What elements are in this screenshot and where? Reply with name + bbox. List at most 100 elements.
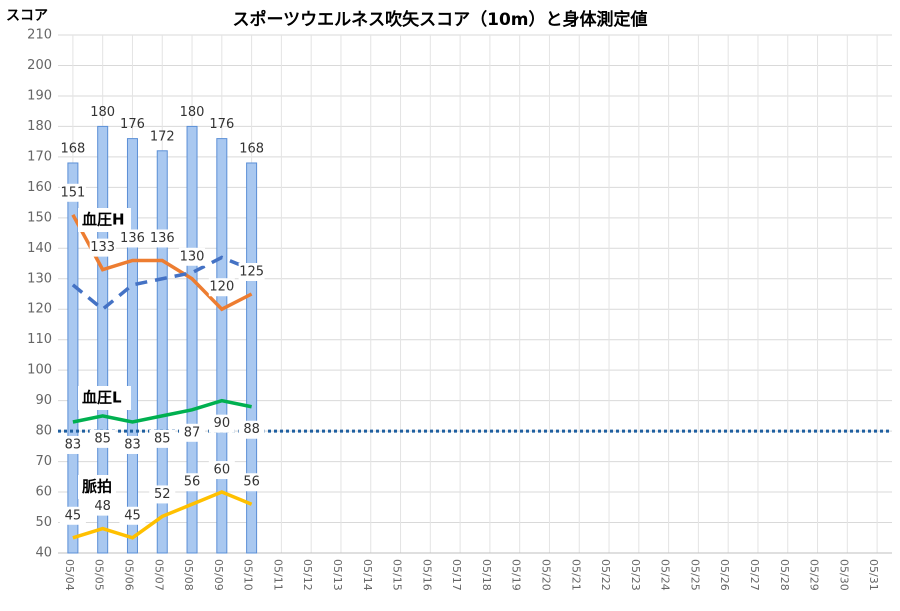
x-tick-label: 05/14 bbox=[361, 559, 374, 591]
x-tick-label: 05/29 bbox=[808, 559, 821, 591]
y-tick-label: 80 bbox=[35, 424, 52, 439]
y-tick-label: 50 bbox=[35, 515, 52, 530]
label-bg bbox=[238, 263, 265, 281]
label-bg bbox=[89, 497, 116, 516]
x-tick-label: 05/19 bbox=[510, 559, 523, 591]
line bbox=[72, 398, 252, 424]
data-label: 56 bbox=[243, 475, 260, 490]
y-tick-label: 210 bbox=[27, 28, 52, 43]
data-label: 88 bbox=[243, 422, 260, 437]
data-label: 151 bbox=[60, 185, 85, 200]
label-bg bbox=[89, 429, 116, 448]
x-tick-label: 05/12 bbox=[301, 559, 314, 591]
y-tick-label: 180 bbox=[27, 119, 52, 134]
label-bg bbox=[59, 435, 86, 454]
x-tick-label: 05/04 bbox=[63, 559, 76, 591]
label-bg bbox=[179, 473, 206, 492]
bar bbox=[156, 150, 168, 554]
data-label: 85 bbox=[94, 431, 111, 446]
data-label: 60 bbox=[214, 463, 231, 478]
bar bbox=[126, 138, 138, 554]
bar bbox=[97, 125, 109, 554]
data-label: 56 bbox=[184, 475, 201, 490]
data-label: 172 bbox=[150, 129, 175, 144]
data-label: 136 bbox=[120, 231, 145, 246]
x-tick-label: 05/20 bbox=[539, 559, 552, 591]
annotation-bg bbox=[78, 208, 131, 232]
x-tick-label: 05/22 bbox=[599, 559, 612, 591]
data-label: 125 bbox=[239, 265, 264, 280]
x-tick-label: 05/16 bbox=[420, 559, 433, 591]
x-tick-label: 05/15 bbox=[391, 559, 404, 591]
y-tick-label: 90 bbox=[35, 393, 52, 408]
label-bg bbox=[119, 435, 146, 454]
y-tick-label: 110 bbox=[27, 332, 52, 347]
bar bbox=[67, 162, 79, 554]
data-label: 83 bbox=[124, 437, 141, 452]
bar bbox=[186, 125, 198, 554]
bar bbox=[216, 138, 228, 554]
y-tick-label: 120 bbox=[27, 302, 52, 317]
label-bg bbox=[59, 506, 86, 525]
data-label: 136 bbox=[150, 231, 175, 246]
data-label: 52 bbox=[154, 487, 171, 502]
data-label: 85 bbox=[154, 431, 171, 446]
label-bg bbox=[119, 506, 146, 525]
data-label: 168 bbox=[239, 141, 264, 156]
y-tick-label: 60 bbox=[35, 485, 52, 500]
x-tick-label: 05/28 bbox=[778, 559, 791, 591]
y-tick-label: 200 bbox=[27, 58, 52, 73]
x-tick-label: 05/09 bbox=[212, 559, 225, 591]
line bbox=[71, 255, 253, 312]
label-bg bbox=[149, 429, 176, 448]
x-tick-label: 05/25 bbox=[688, 559, 701, 591]
line bbox=[71, 213, 253, 312]
x-tick-label: 05/24 bbox=[659, 559, 672, 591]
data-label: 120 bbox=[209, 280, 234, 295]
series-annotation: 脈拍 bbox=[82, 478, 112, 496]
data-label: 180 bbox=[90, 105, 115, 120]
data-label: 180 bbox=[180, 105, 205, 120]
data-label: 130 bbox=[180, 249, 205, 264]
label-bg bbox=[119, 229, 146, 248]
label-bg bbox=[59, 183, 86, 202]
y-axis-label: スコア bbox=[6, 8, 48, 24]
y-tick-label: 150 bbox=[27, 210, 52, 225]
data-label: 83 bbox=[65, 437, 82, 452]
x-tick-label: 05/30 bbox=[837, 559, 850, 591]
chart-title: スポーツウエルネス吹矢スコア（10m）と身体測定値 bbox=[232, 9, 647, 30]
x-tick-label: 05/21 bbox=[569, 559, 582, 591]
bar bbox=[246, 162, 258, 554]
y-tick-label: 70 bbox=[35, 454, 52, 469]
x-tick-label: 05/31 bbox=[867, 559, 880, 591]
data-label: 45 bbox=[124, 508, 141, 523]
data-label: 90 bbox=[214, 416, 231, 431]
y-tick-label: 100 bbox=[27, 363, 52, 378]
y-tick-label: 140 bbox=[27, 241, 52, 256]
data-label: 176 bbox=[209, 117, 234, 132]
label-bg bbox=[179, 247, 206, 266]
label-bg bbox=[208, 414, 235, 433]
label-bg bbox=[238, 473, 265, 492]
annotation-bg bbox=[78, 386, 131, 410]
x-tick-label: 05/13 bbox=[331, 559, 344, 591]
data-label: 168 bbox=[60, 141, 85, 156]
y-tick-label: 40 bbox=[35, 546, 52, 561]
x-tick-label: 05/07 bbox=[152, 559, 165, 591]
label-bg bbox=[238, 420, 265, 439]
x-tick-label: 05/17 bbox=[450, 559, 463, 591]
data-label: 45 bbox=[65, 508, 82, 523]
x-tick-label: 05/08 bbox=[182, 559, 195, 591]
series-annotation: 血圧H bbox=[82, 211, 125, 229]
x-tick-label: 05/05 bbox=[93, 559, 106, 591]
data-label: 87 bbox=[184, 425, 201, 440]
label-bg bbox=[149, 485, 176, 504]
label-bg bbox=[89, 238, 116, 257]
x-tick-label: 05/27 bbox=[748, 559, 761, 591]
data-label: 133 bbox=[90, 240, 115, 255]
label-bg bbox=[208, 461, 235, 480]
y-tick-label: 190 bbox=[27, 88, 52, 103]
x-tick-label: 05/06 bbox=[122, 559, 135, 591]
data-label: 48 bbox=[94, 499, 111, 514]
